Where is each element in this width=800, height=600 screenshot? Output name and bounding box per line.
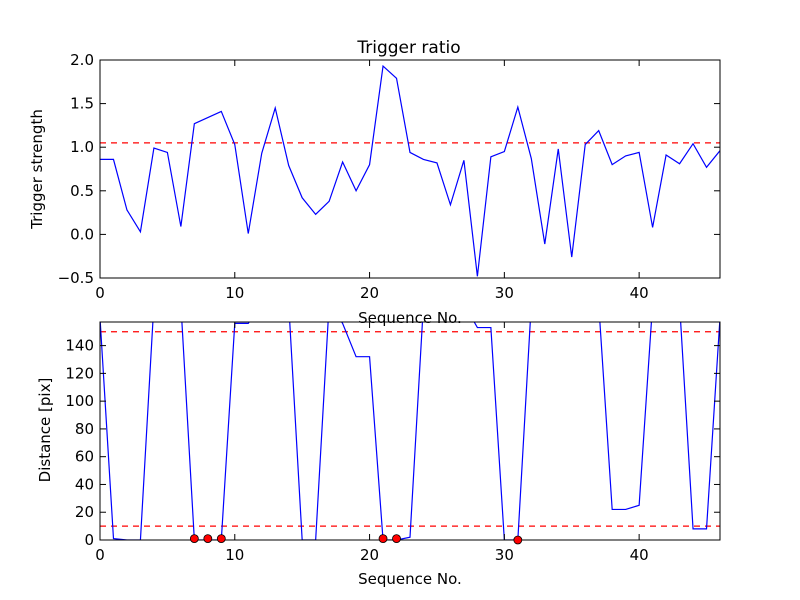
detection-marker	[203, 534, 213, 544]
bottom-y-ticks: 0 20 40 60 80 100 120 140	[65, 337, 720, 549]
bottom-x-axis-label: Sequence No.	[358, 570, 462, 588]
y-tick-label: 80	[75, 420, 94, 438]
chart-title: Trigger ratio	[356, 38, 460, 58]
x-tick-label: 40	[630, 546, 649, 564]
detection-marker	[378, 534, 388, 544]
bottom-plot-area	[100, 322, 720, 540]
y-tick-label: 1.5	[70, 95, 94, 113]
x-tick-label: 40	[630, 284, 649, 302]
x-tick-label: 0	[95, 284, 105, 302]
y-tick-label: −0.5	[58, 269, 94, 287]
x-tick-label: 20	[360, 546, 379, 564]
distance-chart: 0 10 20 30 40 0 20 40 60 80 100 120 140 Sequence No…	[36, 321, 721, 588]
top-x-axis-label: Sequence No.	[358, 309, 462, 327]
x-tick-label: 30	[495, 546, 514, 564]
series-line	[100, 322, 720, 540]
bottom-x-ticks: 0 10 20 30 40	[95, 322, 649, 564]
x-tick-label: 20	[360, 284, 379, 302]
y-tick-label: 140	[65, 337, 94, 355]
detection-marker	[216, 534, 226, 544]
y-tick-label: 120	[65, 364, 94, 382]
y-tick-label: 0.0	[70, 225, 94, 243]
y-tick-label: 100	[65, 392, 94, 410]
y-tick-label: 20	[75, 503, 94, 521]
y-tick-label: 0.5	[70, 182, 94, 200]
x-tick-label: 10	[225, 284, 244, 302]
detection-marker	[513, 535, 523, 545]
y-tick-label: 40	[75, 475, 94, 493]
top-plot-frame	[99, 59, 721, 279]
y-tick-label: 2.0	[70, 51, 94, 69]
bottom-plot-frame	[99, 321, 721, 541]
top-plot-area	[100, 64, 720, 277]
bottom-y-axis-label: Distance [pix]	[36, 378, 54, 483]
y-tick-label: 0	[84, 531, 94, 549]
x-tick-label: 10	[225, 546, 244, 564]
top-x-ticks: 0 10 20 30 40	[95, 60, 649, 302]
series-line	[100, 64, 720, 277]
detection-marker	[392, 534, 401, 544]
detection-marker	[189, 534, 199, 544]
y-tick-label: 60	[75, 448, 94, 466]
top-y-axis-label: Trigger strength	[28, 109, 46, 230]
top-y-ticks: −0.5 0.0 0.5 1.0 1.5 2.0	[58, 51, 720, 287]
y-tick-label: 1.0	[70, 138, 94, 156]
x-tick-label: 30	[495, 284, 514, 302]
x-tick-label: 0	[95, 546, 105, 564]
